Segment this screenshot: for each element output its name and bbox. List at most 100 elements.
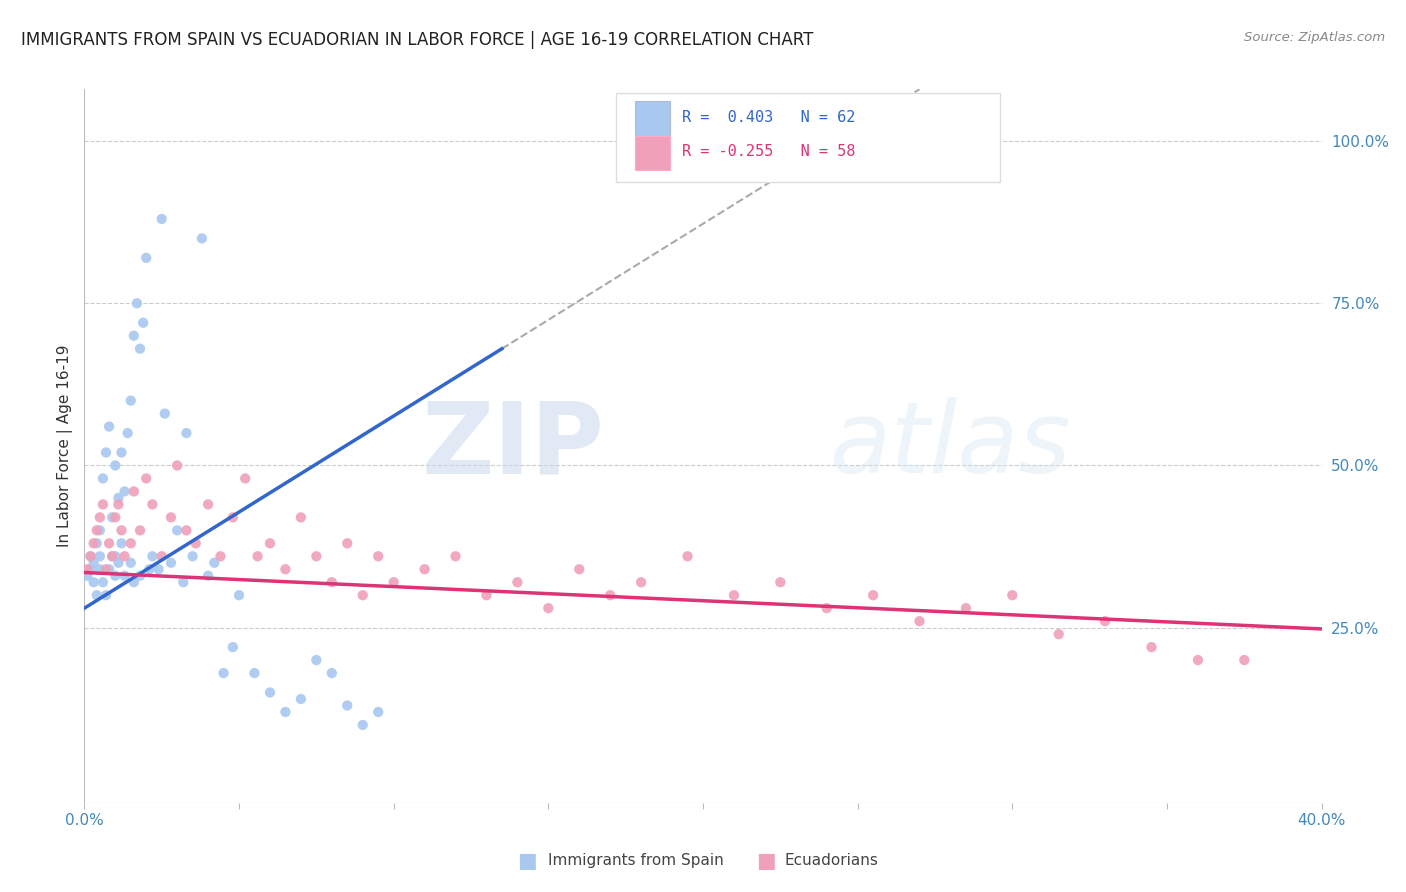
Point xyxy=(908,614,931,628)
Point xyxy=(676,549,699,564)
Point xyxy=(212,666,235,681)
Point xyxy=(101,549,124,564)
Point xyxy=(135,251,157,265)
Text: Ecuadorians: Ecuadorians xyxy=(785,854,879,868)
Point xyxy=(160,556,183,570)
Point xyxy=(89,510,111,524)
Y-axis label: In Labor Force | Age 16-19: In Labor Force | Age 16-19 xyxy=(58,344,73,548)
Point xyxy=(86,588,108,602)
Point xyxy=(222,510,245,524)
Point xyxy=(599,588,621,602)
Point xyxy=(166,524,188,538)
Point xyxy=(89,562,111,576)
Point xyxy=(153,407,176,421)
Point xyxy=(336,536,359,550)
Point xyxy=(98,562,121,576)
Point xyxy=(367,705,389,719)
Point xyxy=(166,458,188,473)
Point xyxy=(110,445,132,459)
Point xyxy=(104,549,127,564)
Point xyxy=(129,568,152,582)
Point xyxy=(94,445,117,459)
FancyBboxPatch shape xyxy=(616,93,1000,182)
Point xyxy=(117,425,139,440)
Point xyxy=(86,536,108,550)
Point xyxy=(209,549,232,564)
Point xyxy=(413,562,436,576)
Point xyxy=(122,575,145,590)
Text: R = -0.255   N = 58: R = -0.255 N = 58 xyxy=(682,144,855,159)
Point xyxy=(246,549,269,564)
Text: atlas: atlas xyxy=(830,398,1071,494)
Point xyxy=(274,705,297,719)
Point xyxy=(191,231,214,245)
Point xyxy=(98,536,121,550)
Point xyxy=(506,575,529,590)
Point xyxy=(114,484,136,499)
Point xyxy=(197,568,219,582)
Text: ■: ■ xyxy=(756,851,776,871)
Point xyxy=(568,562,591,576)
Point xyxy=(259,536,281,550)
FancyBboxPatch shape xyxy=(636,102,669,136)
Point xyxy=(107,491,129,505)
Point xyxy=(125,296,148,310)
Point xyxy=(305,653,328,667)
Point xyxy=(259,685,281,699)
FancyBboxPatch shape xyxy=(636,136,669,169)
Point xyxy=(79,549,101,564)
Point xyxy=(321,666,343,681)
Point xyxy=(91,575,114,590)
Point xyxy=(150,211,173,226)
Point xyxy=(305,549,328,564)
Point xyxy=(132,316,155,330)
Point xyxy=(76,562,98,576)
Point xyxy=(228,588,250,602)
Point xyxy=(537,601,560,615)
Text: IMMIGRANTS FROM SPAIN VS ECUADORIAN IN LABOR FORCE | AGE 16-19 CORRELATION CHART: IMMIGRANTS FROM SPAIN VS ECUADORIAN IN L… xyxy=(21,31,814,49)
Point xyxy=(91,497,114,511)
Point xyxy=(1187,653,1209,667)
Point xyxy=(114,568,136,582)
Point xyxy=(1094,614,1116,628)
Point xyxy=(1140,640,1163,654)
Point xyxy=(107,497,129,511)
Point xyxy=(107,556,129,570)
Point xyxy=(94,588,117,602)
Point xyxy=(290,692,312,706)
Point xyxy=(101,510,124,524)
Point xyxy=(352,588,374,602)
Point xyxy=(176,524,198,538)
Point xyxy=(89,549,111,564)
Point xyxy=(129,342,152,356)
Point xyxy=(110,536,132,550)
Point xyxy=(243,666,266,681)
Point xyxy=(367,549,389,564)
Point xyxy=(104,568,127,582)
Point xyxy=(352,718,374,732)
Point xyxy=(181,549,204,564)
Point xyxy=(815,601,838,615)
Point xyxy=(79,549,101,564)
Point xyxy=(120,536,142,550)
Text: Source: ZipAtlas.com: Source: ZipAtlas.com xyxy=(1244,31,1385,45)
Point xyxy=(475,588,498,602)
Point xyxy=(141,497,163,511)
Point xyxy=(86,524,108,538)
Point xyxy=(138,562,160,576)
Point xyxy=(83,536,105,550)
Point xyxy=(197,497,219,511)
Point xyxy=(444,549,467,564)
Point xyxy=(222,640,245,654)
Point xyxy=(1233,653,1256,667)
Point xyxy=(202,556,225,570)
Point xyxy=(955,601,977,615)
Point xyxy=(274,562,297,576)
Point xyxy=(184,536,207,550)
Point xyxy=(94,562,117,576)
Point xyxy=(176,425,198,440)
Point xyxy=(141,549,163,564)
Point xyxy=(723,588,745,602)
Point xyxy=(769,575,792,590)
Point xyxy=(83,575,105,590)
